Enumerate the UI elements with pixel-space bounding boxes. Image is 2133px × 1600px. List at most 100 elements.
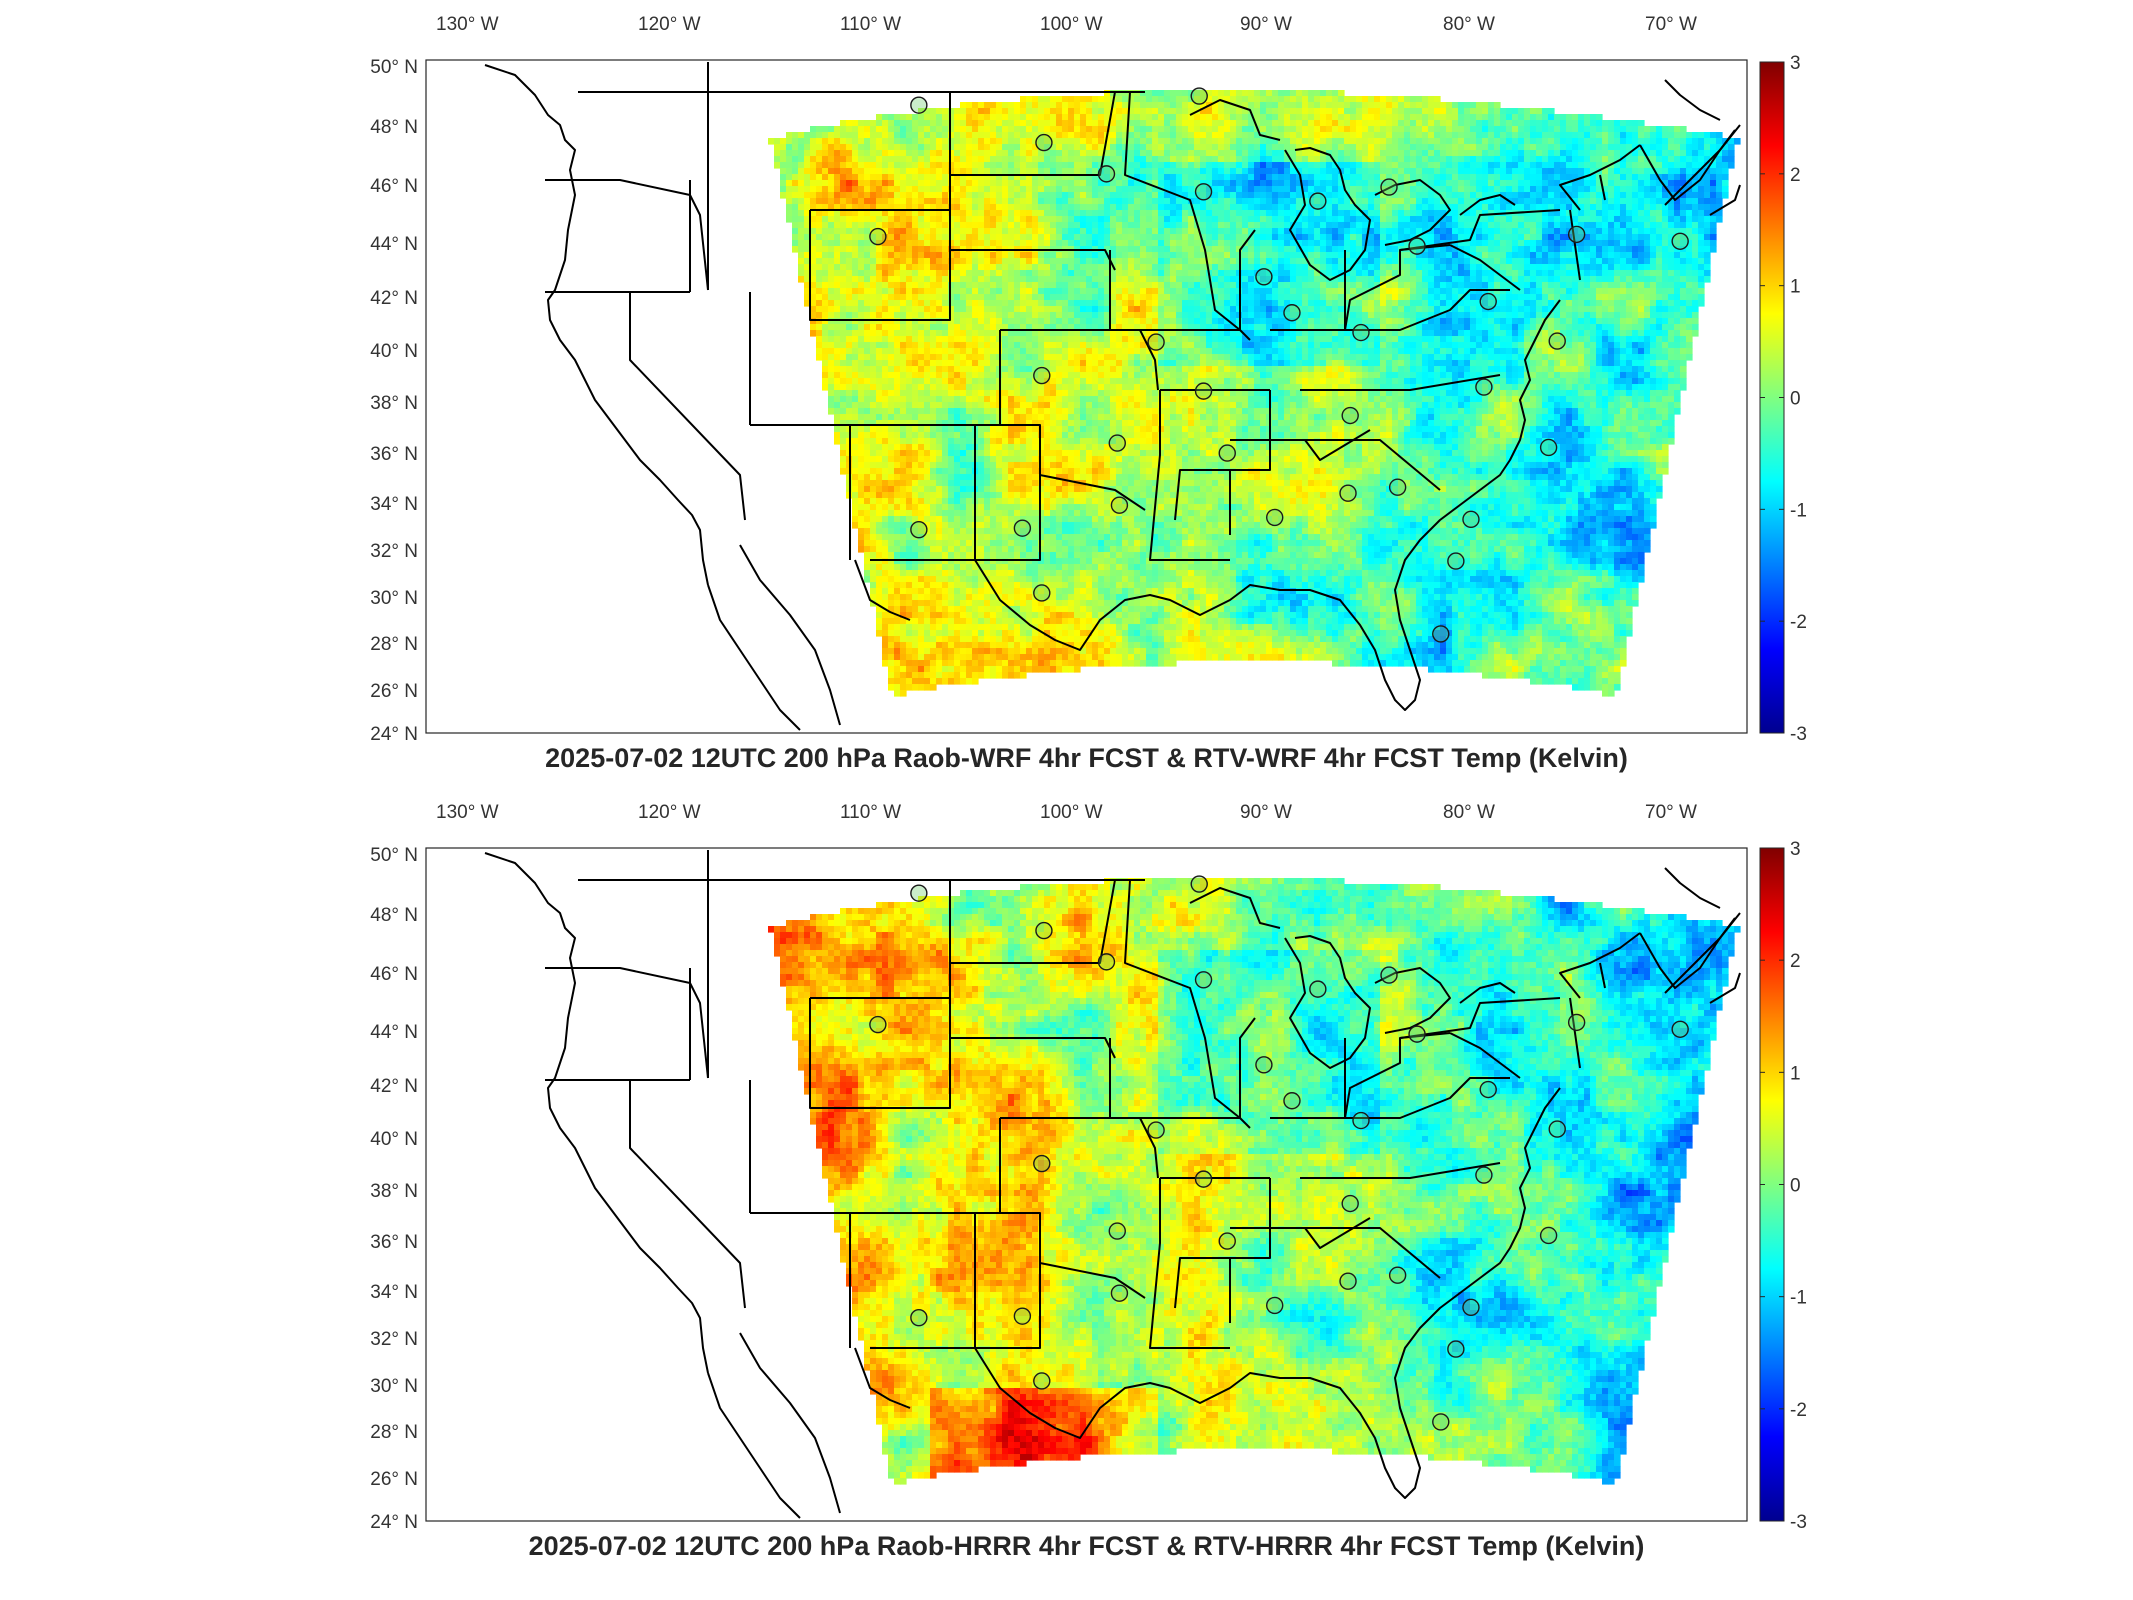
field-cell bbox=[1212, 288, 1219, 295]
field-cell bbox=[876, 288, 883, 295]
field-cell bbox=[846, 252, 853, 259]
field-cell bbox=[858, 252, 865, 259]
field-cell bbox=[1506, 162, 1513, 169]
field-cell bbox=[834, 282, 841, 289]
field-cell bbox=[1152, 138, 1159, 145]
field-cell bbox=[1080, 240, 1087, 247]
field-cell bbox=[1608, 228, 1615, 235]
field-cell bbox=[1158, 150, 1165, 157]
field-cell bbox=[996, 168, 1003, 175]
field-cell bbox=[1416, 114, 1423, 121]
field-cell bbox=[1500, 144, 1507, 151]
field-cell bbox=[1692, 240, 1699, 247]
field-cell bbox=[1386, 270, 1393, 277]
field-cell bbox=[918, 246, 925, 253]
field-cell bbox=[1590, 216, 1597, 223]
field-cell bbox=[1230, 114, 1237, 121]
field-cell bbox=[1578, 246, 1585, 253]
field-cell bbox=[1098, 204, 1105, 211]
field-cell bbox=[1626, 246, 1633, 253]
field-cell bbox=[792, 240, 799, 247]
field-cell bbox=[1236, 228, 1243, 235]
field-cell bbox=[1638, 162, 1645, 169]
field-cell bbox=[900, 264, 907, 271]
field-cell bbox=[1572, 216, 1579, 223]
field-cell bbox=[792, 246, 799, 253]
field-cell bbox=[1146, 138, 1153, 145]
field-cell bbox=[1062, 132, 1069, 139]
field-cell bbox=[1224, 156, 1231, 163]
field-cell bbox=[1134, 276, 1141, 283]
field-cell bbox=[1320, 258, 1327, 265]
field-cell bbox=[1218, 264, 1225, 271]
field-cell bbox=[1134, 180, 1141, 187]
field-cell bbox=[804, 252, 811, 259]
field-cell bbox=[1656, 144, 1663, 151]
field-cell bbox=[1710, 204, 1717, 211]
field-cell bbox=[1512, 138, 1519, 145]
field-cell bbox=[1020, 102, 1027, 109]
field-cell bbox=[918, 264, 925, 271]
field-cell bbox=[1104, 186, 1111, 193]
field-cell bbox=[942, 180, 949, 187]
field-cell bbox=[1572, 234, 1579, 241]
field-cell bbox=[1308, 102, 1315, 109]
field-cell bbox=[1572, 174, 1579, 181]
field-cell bbox=[1332, 288, 1339, 295]
field-cell bbox=[1314, 180, 1321, 187]
field-cell bbox=[1524, 144, 1531, 151]
field-cell bbox=[1638, 192, 1645, 199]
field-cell bbox=[1284, 282, 1291, 289]
field-cell bbox=[1464, 246, 1471, 253]
field-cell bbox=[1200, 210, 1207, 217]
field-cell bbox=[1110, 168, 1117, 175]
field-cell bbox=[1728, 144, 1735, 151]
field-cell bbox=[1500, 156, 1507, 163]
field-cell bbox=[1110, 90, 1117, 97]
field-cell bbox=[1500, 192, 1507, 199]
field-cell bbox=[1428, 234, 1435, 241]
field-cell bbox=[1176, 168, 1183, 175]
field-cell bbox=[780, 150, 787, 157]
field-cell bbox=[966, 132, 973, 139]
field-cell bbox=[1290, 264, 1297, 271]
field-cell bbox=[888, 120, 895, 127]
field-cell bbox=[1446, 114, 1453, 121]
field-cell bbox=[1344, 258, 1351, 265]
field-cell bbox=[1278, 102, 1285, 109]
field-cell bbox=[1716, 180, 1723, 187]
field-cell bbox=[1434, 168, 1441, 175]
field-cell bbox=[1380, 234, 1387, 241]
field-cell bbox=[1092, 162, 1099, 169]
field-cell bbox=[1422, 258, 1429, 265]
field-cell bbox=[966, 210, 973, 217]
field-cell bbox=[1338, 198, 1345, 205]
field-cell bbox=[1602, 270, 1609, 277]
field-cell bbox=[1548, 276, 1555, 283]
field-cell bbox=[1134, 186, 1141, 193]
field-cell bbox=[1410, 264, 1417, 271]
field-cell bbox=[972, 270, 979, 277]
field-cell bbox=[1674, 270, 1681, 277]
field-cell bbox=[1482, 252, 1489, 259]
field-cell bbox=[936, 150, 943, 157]
field-cell bbox=[1704, 168, 1711, 175]
field-cell bbox=[1722, 192, 1729, 199]
field-cell bbox=[954, 276, 961, 283]
field-cell bbox=[804, 222, 811, 229]
field-cell bbox=[1326, 174, 1333, 181]
field-cell bbox=[1494, 264, 1501, 271]
field-cell bbox=[1440, 276, 1447, 283]
field-cell bbox=[1356, 276, 1363, 283]
field-cell bbox=[1290, 252, 1297, 259]
field-cell bbox=[1554, 258, 1561, 265]
field-cell bbox=[1392, 144, 1399, 151]
field-cell bbox=[1638, 186, 1645, 193]
field-cell bbox=[1164, 198, 1171, 205]
field-cell bbox=[912, 264, 919, 271]
field-cell bbox=[1536, 288, 1543, 295]
field-cell bbox=[1584, 216, 1591, 223]
field-cell bbox=[1644, 276, 1651, 283]
field-cell bbox=[1086, 198, 1093, 205]
field-cell bbox=[1518, 258, 1525, 265]
